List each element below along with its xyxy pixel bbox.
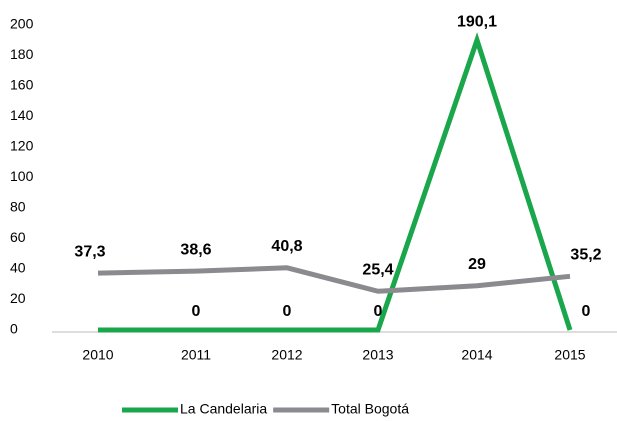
y-tick-label: 0	[10, 321, 18, 337]
data-label: 0	[374, 303, 383, 320]
y-tick-label: 180	[10, 46, 34, 62]
data-label: 29	[468, 256, 486, 273]
data-label: 0	[192, 303, 201, 320]
y-tick-label: 60	[10, 229, 26, 245]
series-line	[98, 32, 573, 333]
y-tick-label: 100	[10, 168, 34, 184]
x-tick-label: 2014	[461, 347, 492, 363]
y-tick-label: 80	[10, 199, 26, 215]
x-tick-label: 2011	[181, 347, 211, 363]
x-tick-label: 2012	[271, 347, 302, 363]
y-tick-label: 40	[10, 260, 26, 276]
y-tick-label: 200	[10, 16, 34, 32]
data-label: 40,8	[271, 238, 302, 255]
series-line	[97, 265, 571, 294]
data-label: 25,4	[362, 261, 393, 278]
data-label: 38,6	[180, 241, 211, 258]
data-label: 37,3	[74, 243, 105, 260]
x-tick-label: 2015	[554, 347, 585, 363]
y-tick-label: 140	[10, 107, 34, 123]
data-label: 35,2	[570, 247, 601, 264]
data-label: 0	[283, 303, 292, 320]
legend-label: Total Bogotá	[331, 401, 409, 417]
x-tick-label: 2010	[82, 347, 113, 363]
data-label: 190,1	[457, 13, 497, 30]
y-tick-label: 160	[10, 77, 34, 93]
y-tick-label: 120	[10, 138, 34, 154]
data-label: 0	[582, 303, 591, 320]
y-tick-label: 20	[10, 290, 26, 306]
x-tick-label: 2013	[362, 347, 393, 363]
legend-label: La Candelaria	[180, 401, 267, 417]
